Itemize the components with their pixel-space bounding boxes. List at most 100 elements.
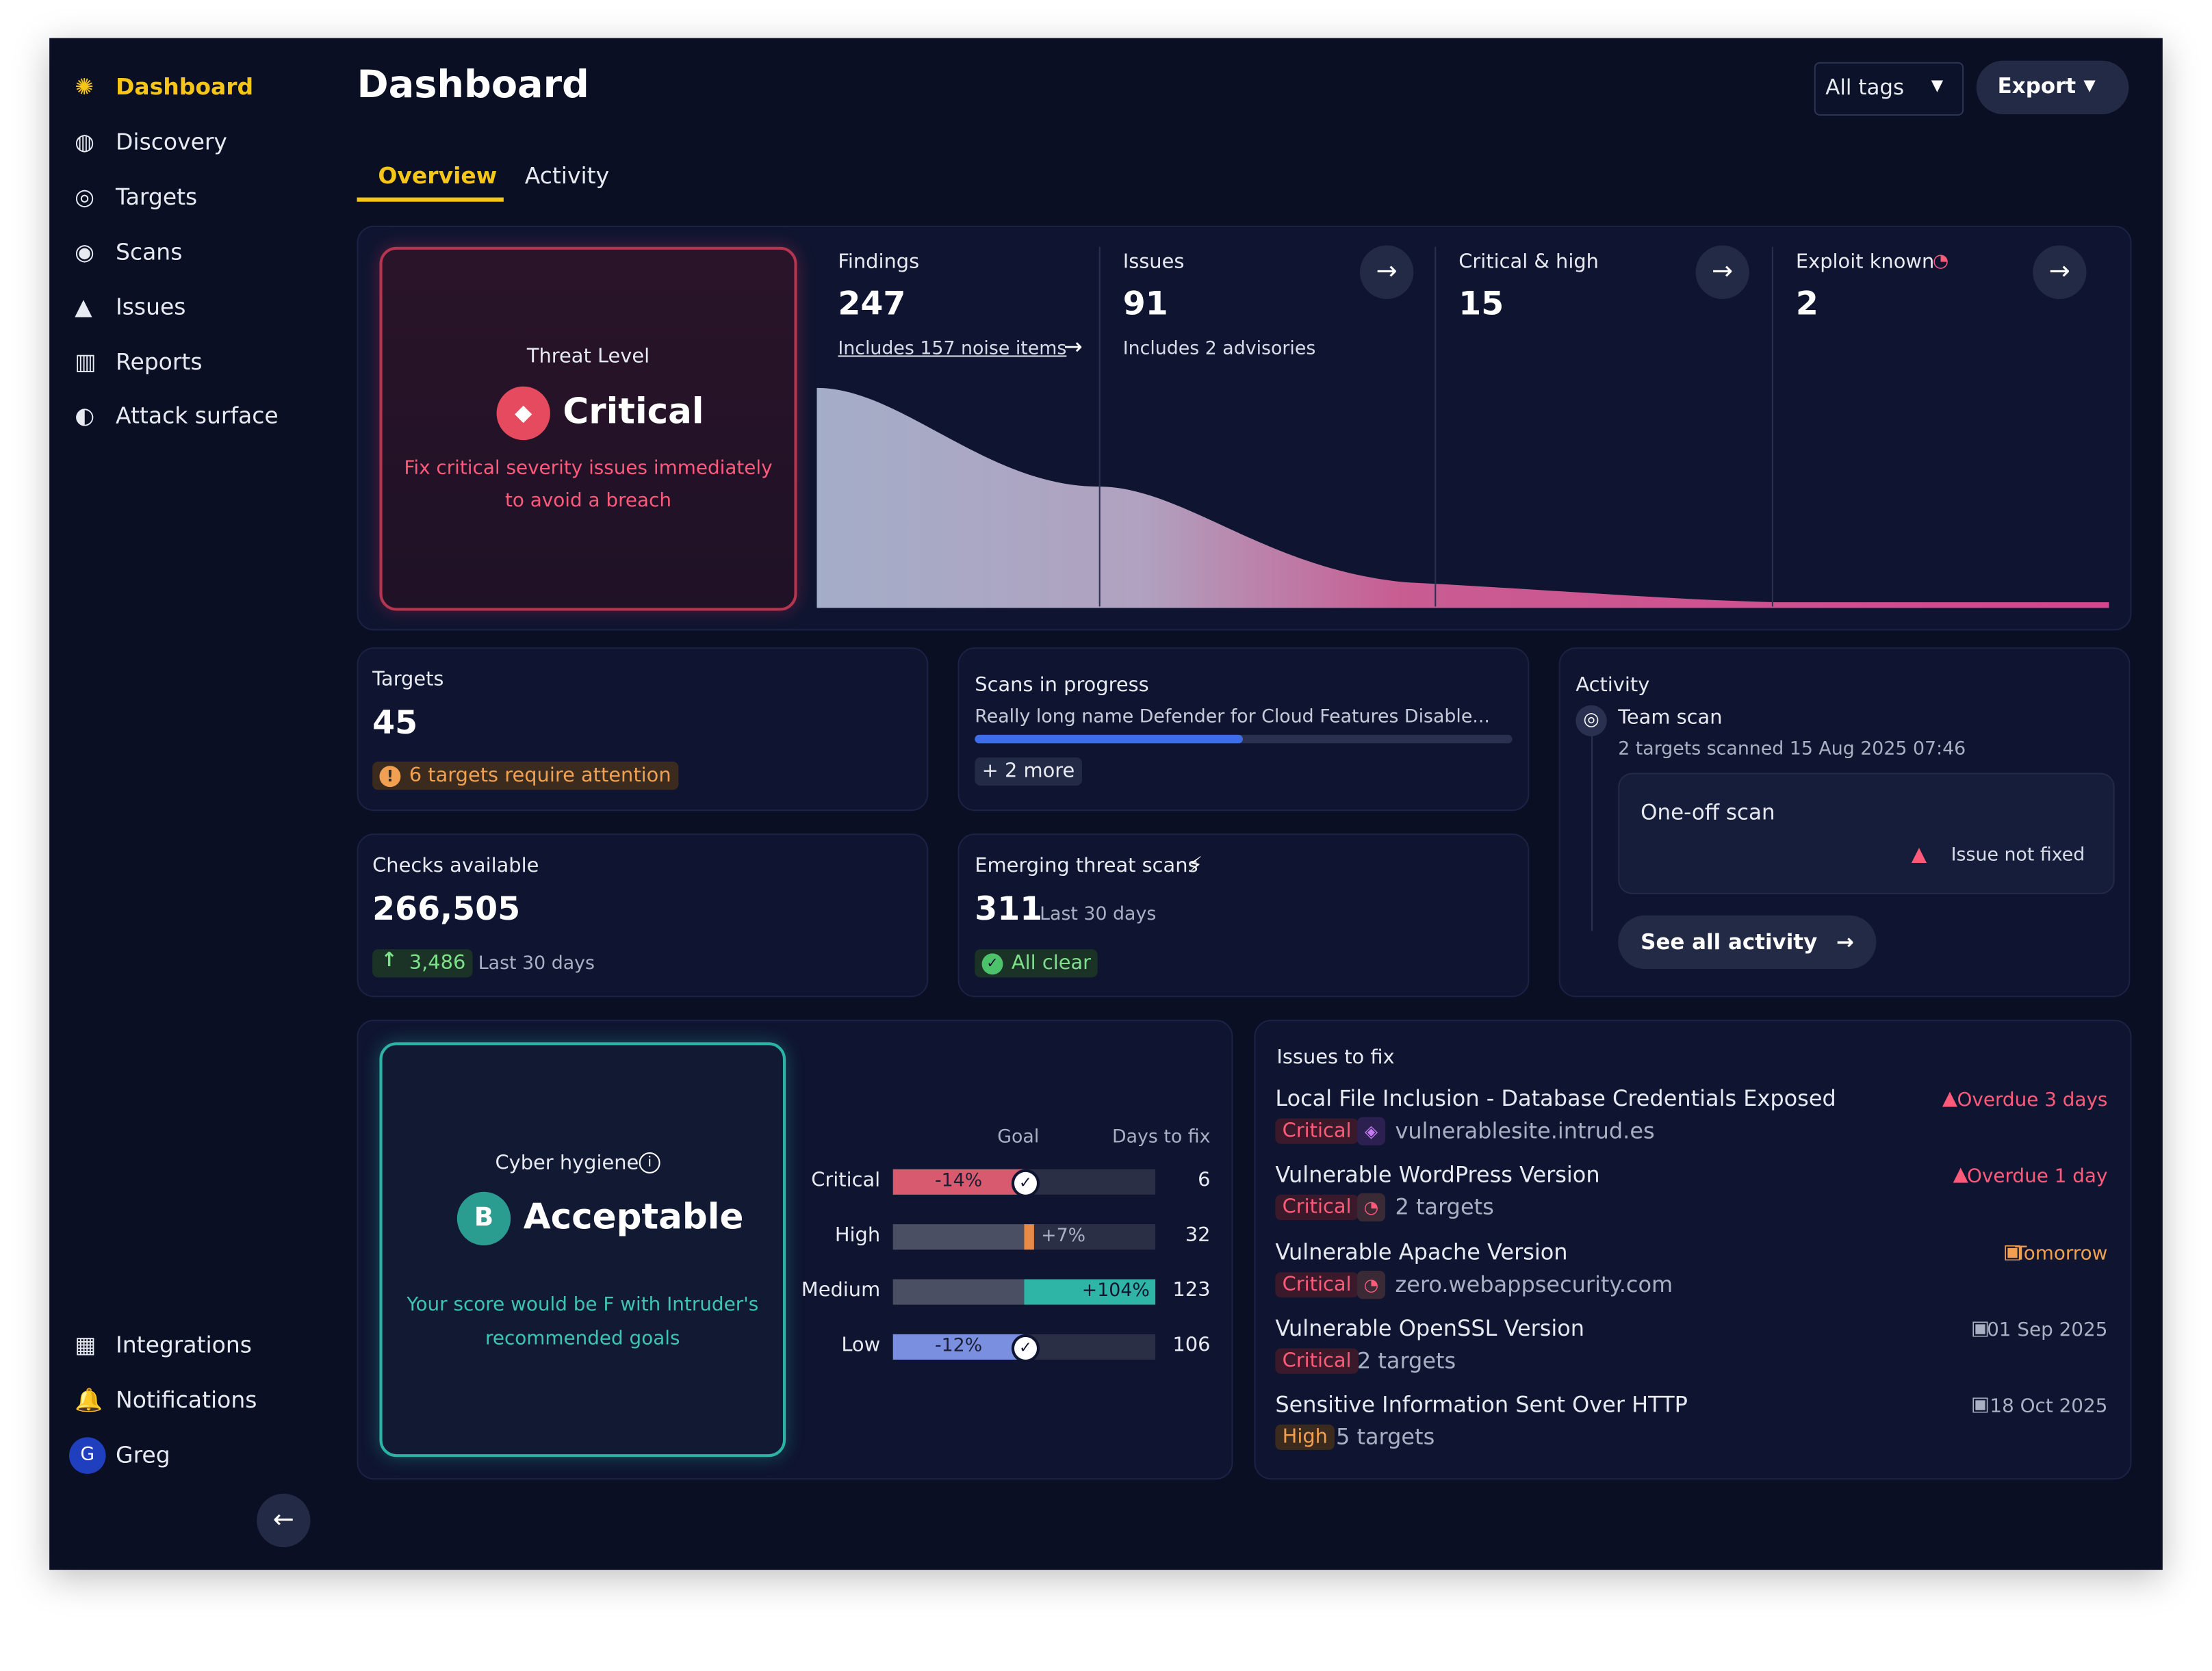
warning-icon: ▲ xyxy=(1911,843,1927,866)
user-name[interactable]: Greg xyxy=(116,1441,170,1468)
divider xyxy=(1771,246,1773,607)
nav-icon: ▦ xyxy=(75,1331,97,1358)
nav-item[interactable]: Scans xyxy=(116,237,183,265)
issue-name[interactable]: Vulnerable Apache Version xyxy=(1275,1239,1568,1265)
target-icon: ◈ xyxy=(1356,1117,1386,1145)
period: Last 30 days xyxy=(1040,904,1157,926)
flame-icon: ◔ xyxy=(1932,250,1949,272)
issue-name[interactable]: Sensitive Information Sent Over HTTP xyxy=(1275,1392,1688,1418)
nav-item[interactable]: Reports xyxy=(116,348,203,375)
divider xyxy=(1098,246,1101,607)
column-header: Goal xyxy=(997,1126,1040,1148)
threat-level: Critical xyxy=(563,390,704,432)
period: Last 30 days xyxy=(478,953,595,975)
team-scan: Team scan xyxy=(1618,706,1723,729)
severity-label: Low xyxy=(841,1334,881,1357)
nav-item[interactable]: Notifications xyxy=(116,1386,257,1414)
severity-tag: Critical xyxy=(1275,1195,1359,1221)
more-scans[interactable]: + 2 more xyxy=(975,757,1082,786)
arrow-button[interactable]: → xyxy=(1695,245,1749,299)
nav-icon: ◐ xyxy=(75,402,95,430)
nav-item[interactable]: Issues xyxy=(116,292,186,320)
arrow-icon: → xyxy=(1064,333,1083,360)
due-date: Tomorrow xyxy=(2015,1242,2108,1265)
up-arrow: ↑ xyxy=(381,949,398,972)
activity-card: Activity ◎ Team scan 2 targets scanned 1… xyxy=(1558,647,2131,998)
rating: Acceptable xyxy=(523,1195,744,1237)
goal-delta: +7% xyxy=(1041,1226,1086,1247)
nav-icon: ▥ xyxy=(75,348,97,375)
nav-icon: ◉ xyxy=(75,237,95,265)
collapse-button[interactable]: ← xyxy=(257,1493,311,1548)
arrow-button[interactable]: → xyxy=(1359,245,1414,299)
card-value: 266,505 xyxy=(372,891,521,929)
issue-target: 2 targets xyxy=(1395,1195,1494,1221)
nav-item[interactable]: Integrations xyxy=(116,1331,252,1358)
targets-card: Targets 45 ! 6 targets require attention xyxy=(357,647,929,812)
stat-label: Findings xyxy=(838,250,920,274)
card-label: Emerging threat scans xyxy=(975,855,1198,878)
due-icon: ▲ xyxy=(1953,1164,1968,1187)
card-label: Targets xyxy=(372,669,444,691)
avatar[interactable]: G xyxy=(68,1437,106,1474)
targets-alert[interactable]: ! 6 targets require attention xyxy=(372,762,678,790)
info-icon[interactable]: i xyxy=(639,1152,660,1174)
goal-delta: -14% xyxy=(934,1170,983,1192)
nav-item[interactable]: Attack surface xyxy=(116,402,279,430)
days-to-fix: 106 xyxy=(1172,1334,1211,1357)
stat-value: 15 xyxy=(1458,286,1504,324)
stat-value: 247 xyxy=(838,286,906,324)
stat-note[interactable]: Includes 157 noise items xyxy=(838,338,1067,360)
threat-label: Threat Level xyxy=(526,345,650,368)
bar-base xyxy=(892,1334,1025,1360)
arrow-button[interactable]: → xyxy=(2033,245,2087,299)
card-value: 311 xyxy=(975,891,1043,929)
oneoff-card[interactable]: One-off scan ▲ Issue not fixed xyxy=(1618,773,2115,894)
severity-tag: Critical xyxy=(1275,1118,1359,1144)
nav-item[interactable]: Targets xyxy=(116,183,198,210)
severity-tag: High xyxy=(1275,1425,1335,1451)
nav-icon: ▲ xyxy=(75,292,92,320)
goal-check: ✓ xyxy=(1011,1334,1040,1363)
findings-funnel xyxy=(816,387,2109,608)
issue-name[interactable]: Vulnerable WordPress Version xyxy=(1275,1163,1600,1189)
delta-text: 3,486 xyxy=(409,952,466,975)
export-button[interactable]: Export ▼ xyxy=(1976,60,2129,114)
divider xyxy=(1435,246,1437,607)
tab[interactable]: Overview xyxy=(378,162,498,190)
issue-name[interactable]: Local File Inclusion - Database Credenti… xyxy=(1275,1086,1836,1112)
issue-name[interactable]: Vulnerable OpenSSL Version xyxy=(1275,1315,1585,1341)
days-to-fix: 123 xyxy=(1172,1279,1211,1302)
nav-item[interactable]: Discovery xyxy=(116,128,227,155)
tag-filter[interactable]: All tags ▼ xyxy=(1814,62,1964,116)
oneoff-title: One-off scan xyxy=(1641,799,1775,825)
bar-base xyxy=(892,1279,1025,1305)
progress-fill xyxy=(975,734,1243,744)
issue-target: zero.webappsecurity.com xyxy=(1395,1271,1673,1297)
goal-check: ✓ xyxy=(1011,1169,1040,1197)
emerging-card: Emerging threat scans ⚡ 311 Last 30 days… xyxy=(957,833,1530,998)
nav-item[interactable]: Dashboard xyxy=(116,73,254,101)
due-date: 01 Sep 2025 xyxy=(1987,1318,2108,1341)
scans-card: Scans in progress Really long name Defen… xyxy=(957,647,1530,812)
tab[interactable]: Activity xyxy=(524,162,610,190)
alert-text: 6 targets require attention xyxy=(409,764,671,788)
hygiene-note: Your score would be F with Intruder's re… xyxy=(407,1293,759,1350)
bar-base xyxy=(892,1169,1025,1195)
alert-icon: ! xyxy=(379,766,401,788)
days-to-fix: 32 xyxy=(1185,1224,1211,1247)
dropdown-icon: ▼ xyxy=(2083,76,2096,95)
arrow-icon: → xyxy=(1836,929,1854,955)
stat-value: 91 xyxy=(1122,286,1168,324)
issues-title: Issues to fix xyxy=(1276,1046,1395,1070)
due-icon: ▲ xyxy=(1942,1087,1958,1111)
see-all-button[interactable]: See all activity → xyxy=(1618,915,1877,970)
issue-target: vulnerablesite.intrud.es xyxy=(1395,1118,1655,1144)
hygiene-label: Cyber hygiene xyxy=(495,1152,639,1175)
goal-delta: -12% xyxy=(934,1335,983,1357)
checks-delta: ↑ 3,486 xyxy=(372,949,473,978)
due-icon: ▣ xyxy=(2003,1241,2022,1263)
card-value: 45 xyxy=(372,705,418,742)
bar-delta xyxy=(1024,1279,1156,1305)
